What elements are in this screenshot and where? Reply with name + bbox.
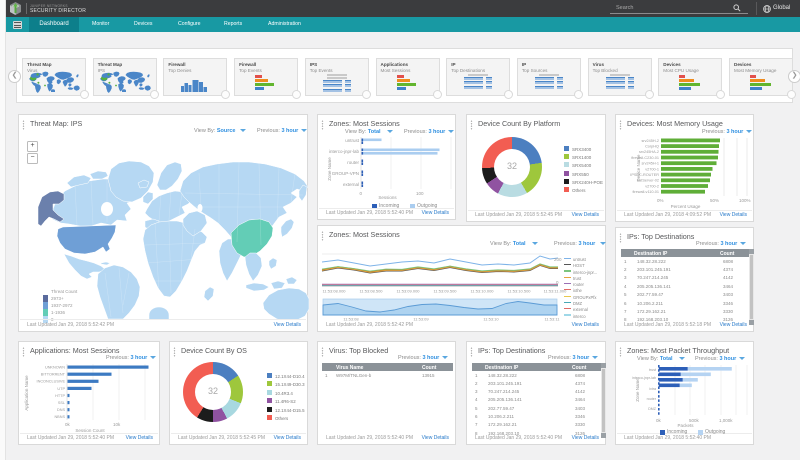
svg-text:Device Name: Device Name [636, 154, 641, 182]
svg-text:BITTORRENT: BITTORRENT [41, 373, 66, 377]
svg-text:0: 0 [556, 280, 559, 285]
svg-text:router: router [347, 160, 359, 165]
svg-text:firewall-C230-01: firewall-C230-01 [631, 156, 659, 160]
svg-text:external: external [343, 182, 359, 187]
svg-text:11:53:09.500: 11:53:09.500 [433, 289, 457, 294]
svg-text:srv245H-2: srv245H-2 [641, 139, 659, 143]
svg-text:100: 100 [416, 191, 424, 196]
svg-text:DMZ: DMZ [648, 407, 657, 411]
svg-text:11:53:09: 11:53:09 [413, 317, 429, 322]
svg-text:Application Name: Application Name [24, 375, 29, 411]
svg-text:router: router [647, 397, 657, 401]
svg-text:11:53:08.000: 11:53:08.000 [322, 289, 346, 294]
svg-text:SSL: SSL [58, 401, 65, 405]
svg-text:ixtra: ixtra [649, 387, 656, 391]
svg-text:IPSEC-ROUTER: IPSEC-ROUTER [630, 173, 659, 177]
svg-text:GROUP-VPN: GROUP-VPN [332, 171, 359, 176]
svg-text:INCONCLUSIVE: INCONCLUSIVE [37, 380, 66, 384]
svg-text:11:53:11: 11:53:11 [545, 317, 561, 322]
svg-text:11:53:10: 11:53:10 [483, 317, 499, 322]
svg-text:NBNS: NBNS [54, 415, 65, 419]
svg-text:500k: 500k [689, 418, 700, 423]
svg-text:50%: 50% [710, 198, 719, 203]
svg-text:v2700-1: v2700-1 [645, 167, 659, 171]
svg-text:0k: 0k [656, 418, 662, 423]
svg-text:0%: 0% [657, 198, 664, 203]
svg-text:HTTP: HTTP [55, 394, 65, 398]
svg-text:11:53:09.000: 11:53:09.000 [396, 289, 420, 294]
svg-text:11:53:10.000: 11:53:10.000 [470, 289, 494, 294]
svg-text:Zone Name: Zone Name [327, 157, 332, 181]
svg-text:SatServer-02: SatServer-02 [637, 179, 659, 183]
svg-text:UNKNOWN: UNKNOWN [45, 366, 65, 370]
svg-text:100%: 100% [739, 198, 751, 203]
svg-text:200: 200 [554, 257, 562, 262]
svg-text:11:53:08: 11:53:08 [343, 317, 359, 322]
svg-text:11:53:08.500: 11:53:08.500 [359, 289, 383, 294]
svg-text:v2700-2: v2700-2 [645, 184, 659, 188]
svg-text:srv245H-1: srv245H-1 [641, 162, 659, 166]
svg-text:0: 0 [360, 191, 363, 196]
svg-text:interco-jnpr-lab: interco-jnpr-lab [329, 149, 360, 154]
svg-text:interco-jnpr-lab: interco-jnpr-lab [632, 376, 656, 380]
svg-text:1,000k: 1,000k [719, 418, 733, 423]
svg-text:0k: 0k [65, 422, 71, 427]
svg-text:untrust: untrust [345, 138, 360, 143]
svg-text:Zone Name: Zone Name [635, 378, 640, 402]
svg-text:11:53:10.500: 11:53:10.500 [507, 289, 531, 294]
svg-text:CorpHQ: CorpHQ [645, 145, 659, 149]
svg-text:DNS: DNS [57, 408, 65, 412]
svg-text:10k: 10k [113, 422, 121, 427]
svg-text:firewall-v110-01: firewall-v110-01 [632, 190, 659, 194]
svg-text:srv245HA-2: srv245HA-2 [639, 150, 659, 154]
svg-text:UTP: UTP [57, 387, 65, 391]
svg-text:trust: trust [649, 368, 656, 372]
svg-text:11:53:11.000: 11:53:11.000 [544, 289, 568, 294]
